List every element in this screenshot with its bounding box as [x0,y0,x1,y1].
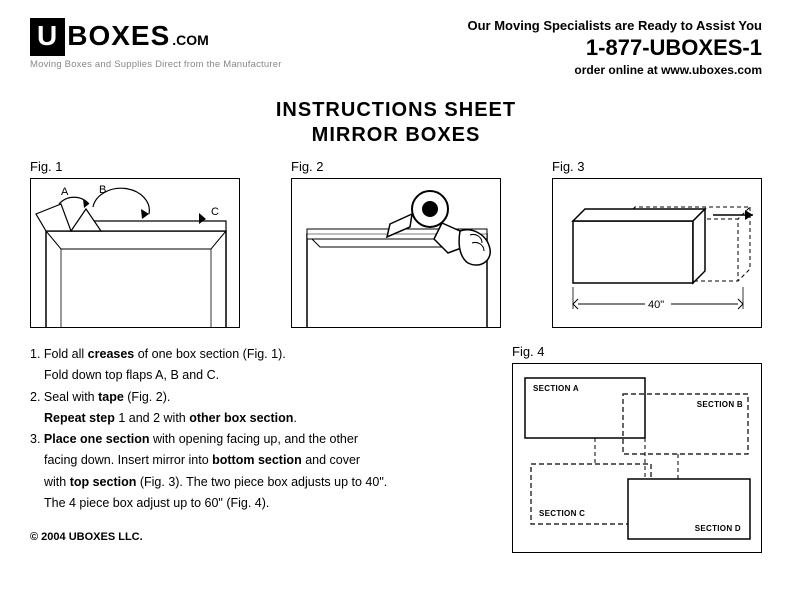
title-line2: MIRROR BOXES [30,124,762,147]
title-block: INSTRUCTIONS SHEET MIRROR BOXES [30,99,762,147]
order-online-line: order online at www.uboxes.com [467,63,762,77]
instr-3b: tape [98,390,124,404]
instr-1b: creases [88,347,135,361]
instr-8: The 4 piece box adjust up to 60" (Fig. 4… [44,496,269,510]
instr-2: Fold down top flaps A, B and C. [44,368,219,382]
logo: U BOXES .COM [30,18,282,56]
figure-4-box: SECTION A SECTION B SECTION C SECTION D [512,363,762,553]
fig4-section-d: SECTION D [695,524,741,533]
order-prefix: order online at [574,63,661,77]
figure-1-illustration: A B C [31,179,240,328]
figure-4: Fig. 4 SECTION A SECTION B SECTION C SEC… [512,344,762,553]
order-url: www.uboxes.com [661,63,762,77]
instr-6a: facing down. Insert mirror into [44,453,212,467]
tagline: Moving Boxes and Supplies Direct from th… [30,59,282,70]
figure-1: Fig. 1 [30,159,240,328]
figure-2-illustration [292,179,501,328]
instr-5b: Place one section [44,432,150,446]
figure-3: Fig. 3 [552,159,762,328]
instr-6b: bottom section [212,453,302,467]
figure-2: Fig. 2 [291,159,501,328]
fig1-label-c: C [211,206,219,218]
copyright-suffix: LLC. [115,531,143,543]
instr-5a: 3. [30,432,44,446]
instr-5c: with opening facing up, and the other [150,432,358,446]
header: U BOXES .COM Moving Boxes and Supplies D… [30,18,762,77]
instr-4a: Repeat step [44,411,115,425]
instr-7c: (Fig. 3). The two piece box adjusts up t… [136,475,387,489]
logo-com-text: .COM [172,32,209,48]
figure-1-label: Fig. 1 [30,159,240,174]
figure-2-box [291,178,501,328]
copyright-prefix: © 2004 [30,531,69,543]
fig4-section-b: SECTION B [697,400,743,409]
instr-6c: and cover [302,453,360,467]
fig1-label-a: A [61,186,69,198]
lower-section: 1. Fold all creases of one box section (… [30,344,762,553]
instr-3a: 2. Seal with [30,390,98,404]
instr-7a: with [44,475,70,489]
phone-number: 1-877-UBOXES-1 [467,35,762,61]
fig1-label-b: B [99,184,106,196]
figure-1-box: A B C [30,178,240,328]
title-line1: INSTRUCTIONS SHEET [30,99,762,122]
fig4-section-a: SECTION A [533,384,579,393]
fig3-dimension: 40" [648,299,664,311]
logo-boxes-text: BOXES [67,20,170,52]
instr-3c: (Fig. 2). [124,390,171,404]
instr-1c: of one box section (Fig. 1). [134,347,285,361]
logo-block: U BOXES .COM Moving Boxes and Supplies D… [30,18,282,70]
instructions-text: 1. Fold all creases of one box section (… [30,344,480,547]
figure-3-label: Fig. 3 [552,159,762,174]
instr-7b: top section [70,475,137,489]
figure-3-illustration: 40" [553,179,762,328]
logo-u-badge: U [30,18,65,56]
copyright: © 2004 UBOXES LLC. [30,528,480,547]
contact-block: Our Moving Specialists are Ready to Assi… [467,18,762,77]
assist-line: Our Moving Specialists are Ready to Assi… [467,18,762,33]
copyright-brand: UBOXES [69,531,115,543]
instr-4b: 1 and 2 with [115,411,189,425]
instr-4c: other box section [189,411,293,425]
instr-1a: 1. Fold all [30,347,88,361]
figures-row: Fig. 1 [30,159,762,328]
fig4-section-c: SECTION C [539,509,585,518]
figure-4-label: Fig. 4 [512,344,762,359]
figure-3-box: 40" [552,178,762,328]
figure-2-label: Fig. 2 [291,159,501,174]
instr-4d: . [293,411,296,425]
